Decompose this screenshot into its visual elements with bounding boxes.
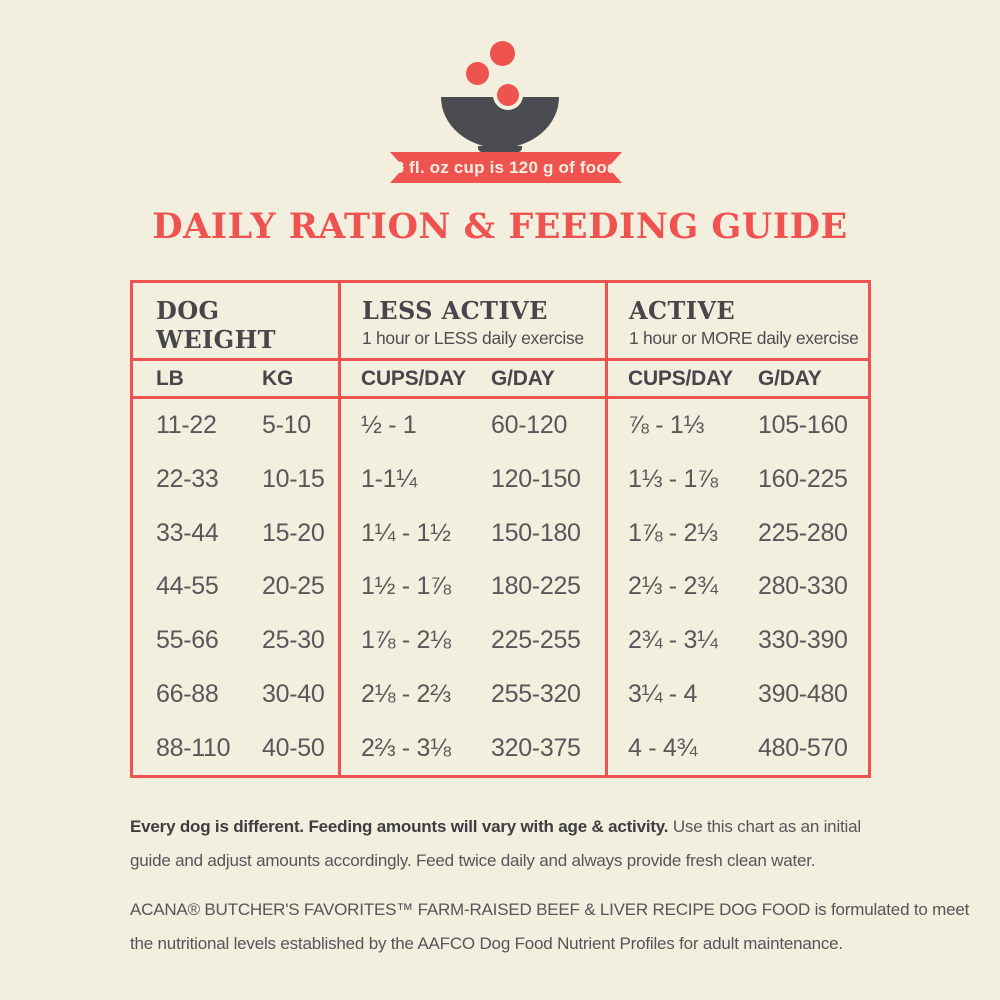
cup-measure-ribbon: 8 fl. oz cup is 120 g of food [390,152,622,183]
column-headers: CUPS/DAY G/DAY [608,361,868,399]
kibble-dot-icon [497,84,519,106]
table-cell: 1⅞ - 2⅛ [361,626,451,655]
column-header-kg: KG [262,366,294,390]
kibble-dot-icon [466,62,489,85]
column-header-g-day: G/DAY [758,366,822,390]
column-header-cups-day: CUPS/DAY [628,366,733,390]
group-header: ACTIVE 1 hour or MORE daily exercise [608,283,868,361]
table-cell: 44-55 [156,572,219,601]
table-cell: 1¼ - 1½ [361,518,451,547]
group-title: DOG WEIGHT [156,296,276,354]
aafco-note-line-1: ACANA® BUTCHER'S FAVORITES™ FARM-RAISED … [130,900,970,919]
table-cell: 330-390 [758,626,848,655]
group-title: ACTIVE [629,296,736,325]
table-cell: 55-66 [156,626,219,655]
table-cell: 390-480 [758,679,848,708]
group-header: DOG WEIGHT [133,283,338,361]
feeding-note-line-1: Every dog is different. Feeding amounts … [130,810,890,844]
table-cell: 1⅞ - 2⅓ [628,518,718,547]
kibble-dot-icon [490,41,515,66]
footnotes: Every dog is different. Feeding amounts … [130,810,970,961]
column-header-lb: LB [156,366,184,390]
table-cell: 105-160 [758,411,848,440]
table-cell: 2⅓ - 2¾ [628,572,718,601]
data-cells: ½ - 1 60-120 1-1¼ 120-150 1¼ - 1½ 150-18… [341,399,605,775]
table-cell: 11-22 [156,411,217,440]
feeding-note-line-2: guide and adjust amounts accordingly. Fe… [130,851,816,870]
table-cell: 88-110 [156,733,231,762]
table-cell: 4 - 4¾ [628,733,698,762]
column-headers: CUPS/DAY G/DAY [341,361,605,399]
table-cell: 20-25 [262,572,325,601]
table-cell: 33-44 [156,518,219,547]
table-cell: 180-225 [491,572,581,601]
table-cell: 225-255 [491,626,581,655]
table-cell: 3¼ - 4 [628,679,698,708]
table-cell: 1⅓ - 1⅞ [628,465,718,494]
table-cell: 225-280 [758,518,848,547]
table-group-active: ACTIVE 1 hour or MORE daily exercise CUP… [605,283,868,775]
column-header-g-day: G/DAY [491,366,555,390]
table-cell: 2¾ - 3¼ [628,626,718,655]
feeding-note-rest: Use this chart as an initial [668,817,861,836]
table-cell: 10-15 [262,465,325,494]
table-cell: 120-150 [491,465,581,494]
table-cell: 22-33 [156,465,219,494]
table-cell: 255-320 [491,679,581,708]
column-header-cups-day: CUPS/DAY [361,366,466,390]
table-cell: ½ - 1 [361,411,417,440]
group-title: LESS ACTIVE [362,296,548,325]
table-cell: 2⅛ - 2⅔ [361,679,451,708]
group-subtitle: 1 hour or LESS daily exercise [362,328,584,348]
column-headers: LB KG [133,361,338,399]
ribbon-text: 8 fl. oz cup is 120 g of food [394,157,618,177]
data-cells: 11-22 5-10 22-33 10-15 33-44 15-20 44-55… [133,399,338,775]
bowl-icon [441,97,559,148]
table-cell: 150-180 [491,518,581,547]
table-cell: 5-10 [262,411,311,440]
group-subtitle: 1 hour or MORE daily exercise [629,328,859,348]
feeding-note-bold: Every dog is different. Feeding amounts … [130,817,669,836]
bowl-foot [478,146,522,152]
table-cell: 25-30 [262,626,325,655]
table-cell: ⅞ - 1⅓ [628,411,705,440]
table-cell: 1-1¼ [361,465,417,494]
table-cell: 60-120 [491,411,568,440]
data-cells: ⅞ - 1⅓ 105-160 1⅓ - 1⅞ 160-225 1⅞ - 2⅓ 2… [608,399,868,775]
table-cell: 280-330 [758,572,848,601]
table-group-less-active: LESS ACTIVE 1 hour or LESS daily exercis… [338,283,605,775]
table-cell: 15-20 [262,518,325,547]
table-cell: 480-570 [758,733,848,762]
table-cell: 40-50 [262,733,325,762]
table-cell: 160-225 [758,465,848,494]
table-cell: 1½ - 1⅞ [361,572,451,601]
table-cell: 66-88 [156,679,219,708]
table-cell: 2⅔ - 3⅛ [361,733,451,762]
aafco-note-line-2: the nutritional levels established by th… [130,934,843,953]
table-group-dog-weight: DOG WEIGHT LB KG 11-22 5-10 22-33 10-15 … [133,283,338,775]
table-cell: 30-40 [262,679,325,708]
feeding-guide-table: DOG WEIGHT LB KG 11-22 5-10 22-33 10-15 … [130,280,871,778]
page-title: DAILY RATION & FEEDING GUIDE [152,206,848,247]
group-header: LESS ACTIVE 1 hour or LESS daily exercis… [341,283,605,361]
table-cell: 320-375 [491,733,581,762]
